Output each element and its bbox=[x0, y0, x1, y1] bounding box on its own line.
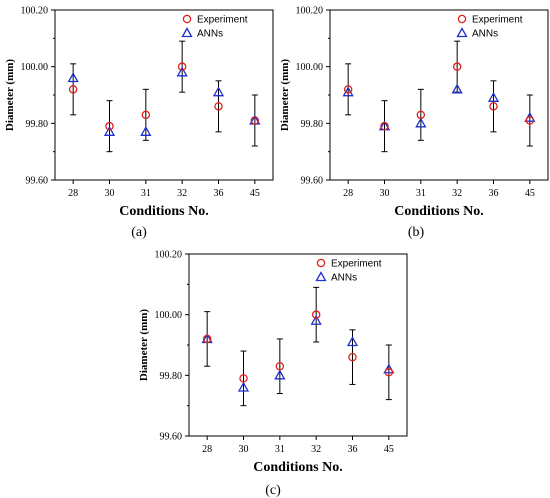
ann-point bbox=[415, 117, 427, 128]
legend-ann-label: ANNs bbox=[331, 273, 357, 284]
x-tick-label: 28 bbox=[343, 188, 353, 199]
experiment-point bbox=[105, 121, 114, 131]
y-axis-label: Diameter (mm) bbox=[138, 309, 150, 382]
experiment-point bbox=[141, 110, 151, 120]
x-tick-label: 31 bbox=[141, 188, 151, 199]
plot-frame bbox=[329, 9, 549, 181]
y-tick-label: 100.00 bbox=[155, 310, 183, 321]
x-tick-label: 45 bbox=[250, 188, 260, 199]
legend-experiment-marker bbox=[182, 14, 192, 24]
chart-panel-1: 99.60 99.80 100.00 100.20 28 30 31 32 36 45 Condit… bbox=[4, 6, 274, 219]
ann-point bbox=[487, 92, 500, 102]
y-tick-label: 100.00 bbox=[21, 62, 49, 73]
plot-frame bbox=[54, 9, 274, 181]
y-tick-label: 99.60 bbox=[26, 176, 49, 187]
x-tick-label: 36 bbox=[348, 444, 358, 455]
legend-ann-label: ANNs bbox=[472, 29, 498, 40]
chart-panel-2: 99.60 99.80 100.00 100.20 28 30 31 32 36 45 Condit… bbox=[279, 6, 549, 219]
panel-caption: (a) bbox=[131, 225, 147, 240]
x-tick-label: 30 bbox=[239, 444, 249, 455]
y-tick-label: 100.00 bbox=[296, 62, 324, 73]
experiment-point bbox=[452, 62, 462, 71]
x-axis-label: Conditions No. bbox=[394, 204, 483, 219]
x-tick-label: 32 bbox=[177, 188, 187, 199]
experiment-point bbox=[275, 361, 285, 371]
experiment-point bbox=[68, 85, 78, 94]
x-tick-label: 28 bbox=[68, 188, 78, 199]
legend-ann-marker bbox=[181, 27, 193, 38]
chart-panel-3: 99.60 99.80 100.00 100.20 28 30 31 32 36 45 Condit… bbox=[138, 250, 408, 475]
experiment-point bbox=[343, 85, 353, 94]
ann-point bbox=[451, 83, 463, 94]
ann-point bbox=[176, 66, 188, 77]
experiment-point bbox=[214, 102, 223, 111]
x-tick-label: 36 bbox=[489, 188, 499, 199]
y-tick-label: 99.80 bbox=[26, 119, 49, 130]
experiment-point bbox=[416, 110, 426, 120]
y-tick-label: 99.60 bbox=[301, 176, 324, 187]
x-tick-label: 32 bbox=[311, 444, 321, 455]
ann-point bbox=[310, 314, 322, 325]
x-tick-label: 45 bbox=[525, 188, 535, 199]
experiment-point bbox=[239, 374, 248, 383]
legend-experiment-label: Experiment bbox=[197, 15, 248, 26]
experiment-point bbox=[202, 334, 212, 344]
ann-point bbox=[103, 126, 116, 136]
ann-point bbox=[67, 72, 79, 83]
experiment-point bbox=[311, 310, 321, 319]
experiment-point bbox=[489, 102, 498, 111]
y-tick-label: 99.80 bbox=[301, 119, 324, 130]
panel-caption: (b) bbox=[408, 225, 425, 240]
legend-experiment-marker bbox=[457, 14, 467, 24]
y-tick-label: 99.60 bbox=[160, 432, 183, 443]
x-tick-label: 30 bbox=[105, 188, 115, 199]
y-tick-label: 100.20 bbox=[296, 6, 324, 17]
experiment-point bbox=[348, 352, 357, 362]
y-tick-label: 100.20 bbox=[155, 250, 183, 261]
experiment-point bbox=[250, 116, 260, 125]
y-tick-label: 100.20 bbox=[21, 6, 49, 17]
x-tick-label: 30 bbox=[380, 188, 390, 199]
experiment-point bbox=[177, 62, 187, 71]
x-axis-label: Conditions No. bbox=[253, 460, 342, 475]
ann-point bbox=[237, 381, 250, 392]
x-tick-label: 45 bbox=[384, 444, 394, 455]
ann-point bbox=[140, 126, 152, 136]
x-axis-label: Conditions No. bbox=[119, 204, 208, 219]
experiment-point bbox=[525, 116, 535, 125]
x-tick-label: 31 bbox=[275, 444, 285, 455]
ann-point bbox=[212, 86, 225, 97]
experiment-point bbox=[384, 368, 394, 377]
plot-frame bbox=[188, 253, 408, 437]
legend-ann-marker bbox=[315, 271, 327, 282]
legend-experiment-label: Experiment bbox=[331, 259, 382, 270]
x-tick-label: 28 bbox=[202, 444, 212, 455]
y-axis-label: Diameter (mm) bbox=[279, 59, 291, 132]
ann-point bbox=[346, 336, 359, 347]
x-tick-label: 36 bbox=[214, 188, 224, 199]
legend-ann-marker bbox=[456, 27, 468, 38]
legend-experiment-label: Experiment bbox=[472, 15, 523, 26]
legend-ann-label: ANNs bbox=[197, 29, 223, 40]
legend-experiment-marker bbox=[316, 258, 326, 268]
y-tick-label: 99.80 bbox=[160, 371, 183, 382]
x-tick-label: 32 bbox=[452, 188, 462, 199]
panel-caption: (c) bbox=[265, 483, 281, 498]
x-tick-label: 31 bbox=[416, 188, 426, 199]
ann-point bbox=[274, 369, 286, 380]
experiment-point bbox=[380, 121, 389, 131]
y-axis-label: Diameter (mm) bbox=[4, 59, 16, 132]
